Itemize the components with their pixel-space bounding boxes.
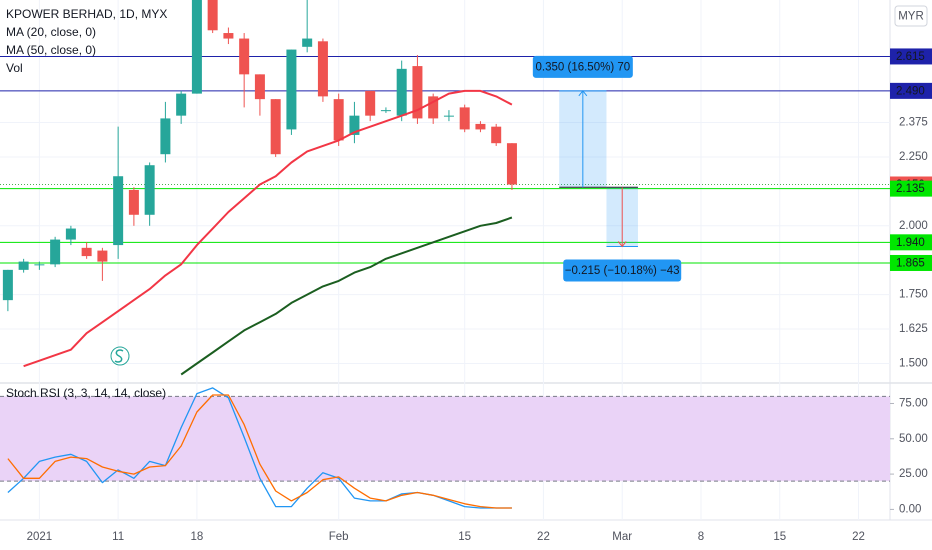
y-tick-label: 0.00 <box>899 503 921 515</box>
currency-label: MYR <box>898 11 924 23</box>
x-tick-label: 22 <box>852 531 865 543</box>
candle-body <box>412 66 423 119</box>
stoch-line <box>7 394 512 509</box>
y-tick-label: 1.625 <box>899 323 928 335</box>
candle-body <box>349 115 360 135</box>
overlay-legend: MA (50, close, 0) <box>6 43 96 57</box>
candle-body <box>97 250 108 262</box>
price-label-box <box>890 234 932 251</box>
volume-legend: Vol <box>6 61 23 75</box>
price-label: 1.865 <box>896 258 925 270</box>
measure-label: −0.215 (−10.18%) −43 <box>565 265 680 277</box>
x-tick-label: Mar <box>612 531 632 543</box>
price-label-box <box>890 48 932 65</box>
candle-body <box>81 247 92 257</box>
y-tick-label: 2.375 <box>899 117 928 129</box>
price-label: 2.490 <box>896 85 925 97</box>
x-tick-label: 15 <box>458 531 471 543</box>
candle-body <box>443 115 454 117</box>
candle-body <box>270 99 281 155</box>
y-tick-label: 2.250 <box>899 151 928 163</box>
x-tick-label: 15 <box>773 531 786 543</box>
currency-button[interactable] <box>894 5 928 27</box>
y-tick-label: 50.00 <box>899 433 928 445</box>
x-tick-label: 11 <box>112 531 124 543</box>
measure-label: 0.350 (16.50%) 70 <box>536 61 631 73</box>
candle-body <box>380 110 391 112</box>
x-tick-label: 18 <box>191 531 204 543</box>
chart-title: KPOWER BERHAD, 1D, MYX <box>6 7 167 21</box>
candle-body <box>144 165 155 215</box>
measure-arrowhead <box>617 241 627 248</box>
candle-body <box>65 228 76 240</box>
band-fill <box>0 396 890 482</box>
price-label-box <box>890 254 932 271</box>
moving-average-line <box>180 216 513 376</box>
y-tick-label: 1.500 <box>899 358 928 370</box>
y-tick-label: 2.000 <box>899 220 928 232</box>
candle-body <box>176 93 187 116</box>
candle-body <box>223 33 234 39</box>
indicator-title: Stoch RSI (3, 3, 14, 14, close) <box>6 386 166 400</box>
dividend-icon-glyph <box>114 349 124 363</box>
candle-body <box>506 143 517 185</box>
candle-body <box>113 176 124 246</box>
candle-body <box>333 99 344 141</box>
candle-body <box>2 269 13 301</box>
candle-body <box>459 107 470 130</box>
x-tick-label: 22 <box>537 531 550 543</box>
x-tick-label: Feb <box>329 531 349 543</box>
candle-body <box>207 0 218 31</box>
y-tick-label: 75.00 <box>899 398 928 410</box>
candle-body <box>18 261 29 270</box>
candle-body <box>160 118 171 155</box>
candle-body <box>286 49 297 130</box>
candle-body <box>428 96 439 119</box>
candle-body <box>254 74 265 100</box>
candle-body <box>50 239 61 265</box>
candle-body <box>302 38 313 47</box>
y-tick-label: 1.750 <box>899 289 928 301</box>
moving-average-line <box>23 89 513 368</box>
measure-label-box <box>563 259 682 282</box>
candle-body <box>365 90 376 116</box>
candle-body <box>396 68 407 116</box>
measure-label-box <box>532 55 633 78</box>
x-tick-label: 8 <box>698 531 704 543</box>
price-label: 1.940 <box>896 237 925 249</box>
price-label: 2.615 <box>896 51 925 63</box>
series <box>7 394 512 509</box>
overlay-legend: MA (20, close, 0) <box>6 25 96 39</box>
y-tick-label: 25.00 <box>899 468 928 480</box>
price-label-box <box>890 180 932 197</box>
candle-body <box>34 264 45 266</box>
price-label: 2.135 <box>896 183 925 195</box>
measure-arrowhead <box>578 90 588 97</box>
candle-body <box>128 190 139 215</box>
price-label-box <box>890 82 932 99</box>
x-tick-label: 2021 <box>27 531 53 543</box>
candle-body <box>191 0 202 94</box>
candle-body <box>317 41 328 97</box>
candle-body <box>475 123 486 130</box>
candle-body <box>239 38 250 75</box>
candle-body <box>491 126 502 144</box>
